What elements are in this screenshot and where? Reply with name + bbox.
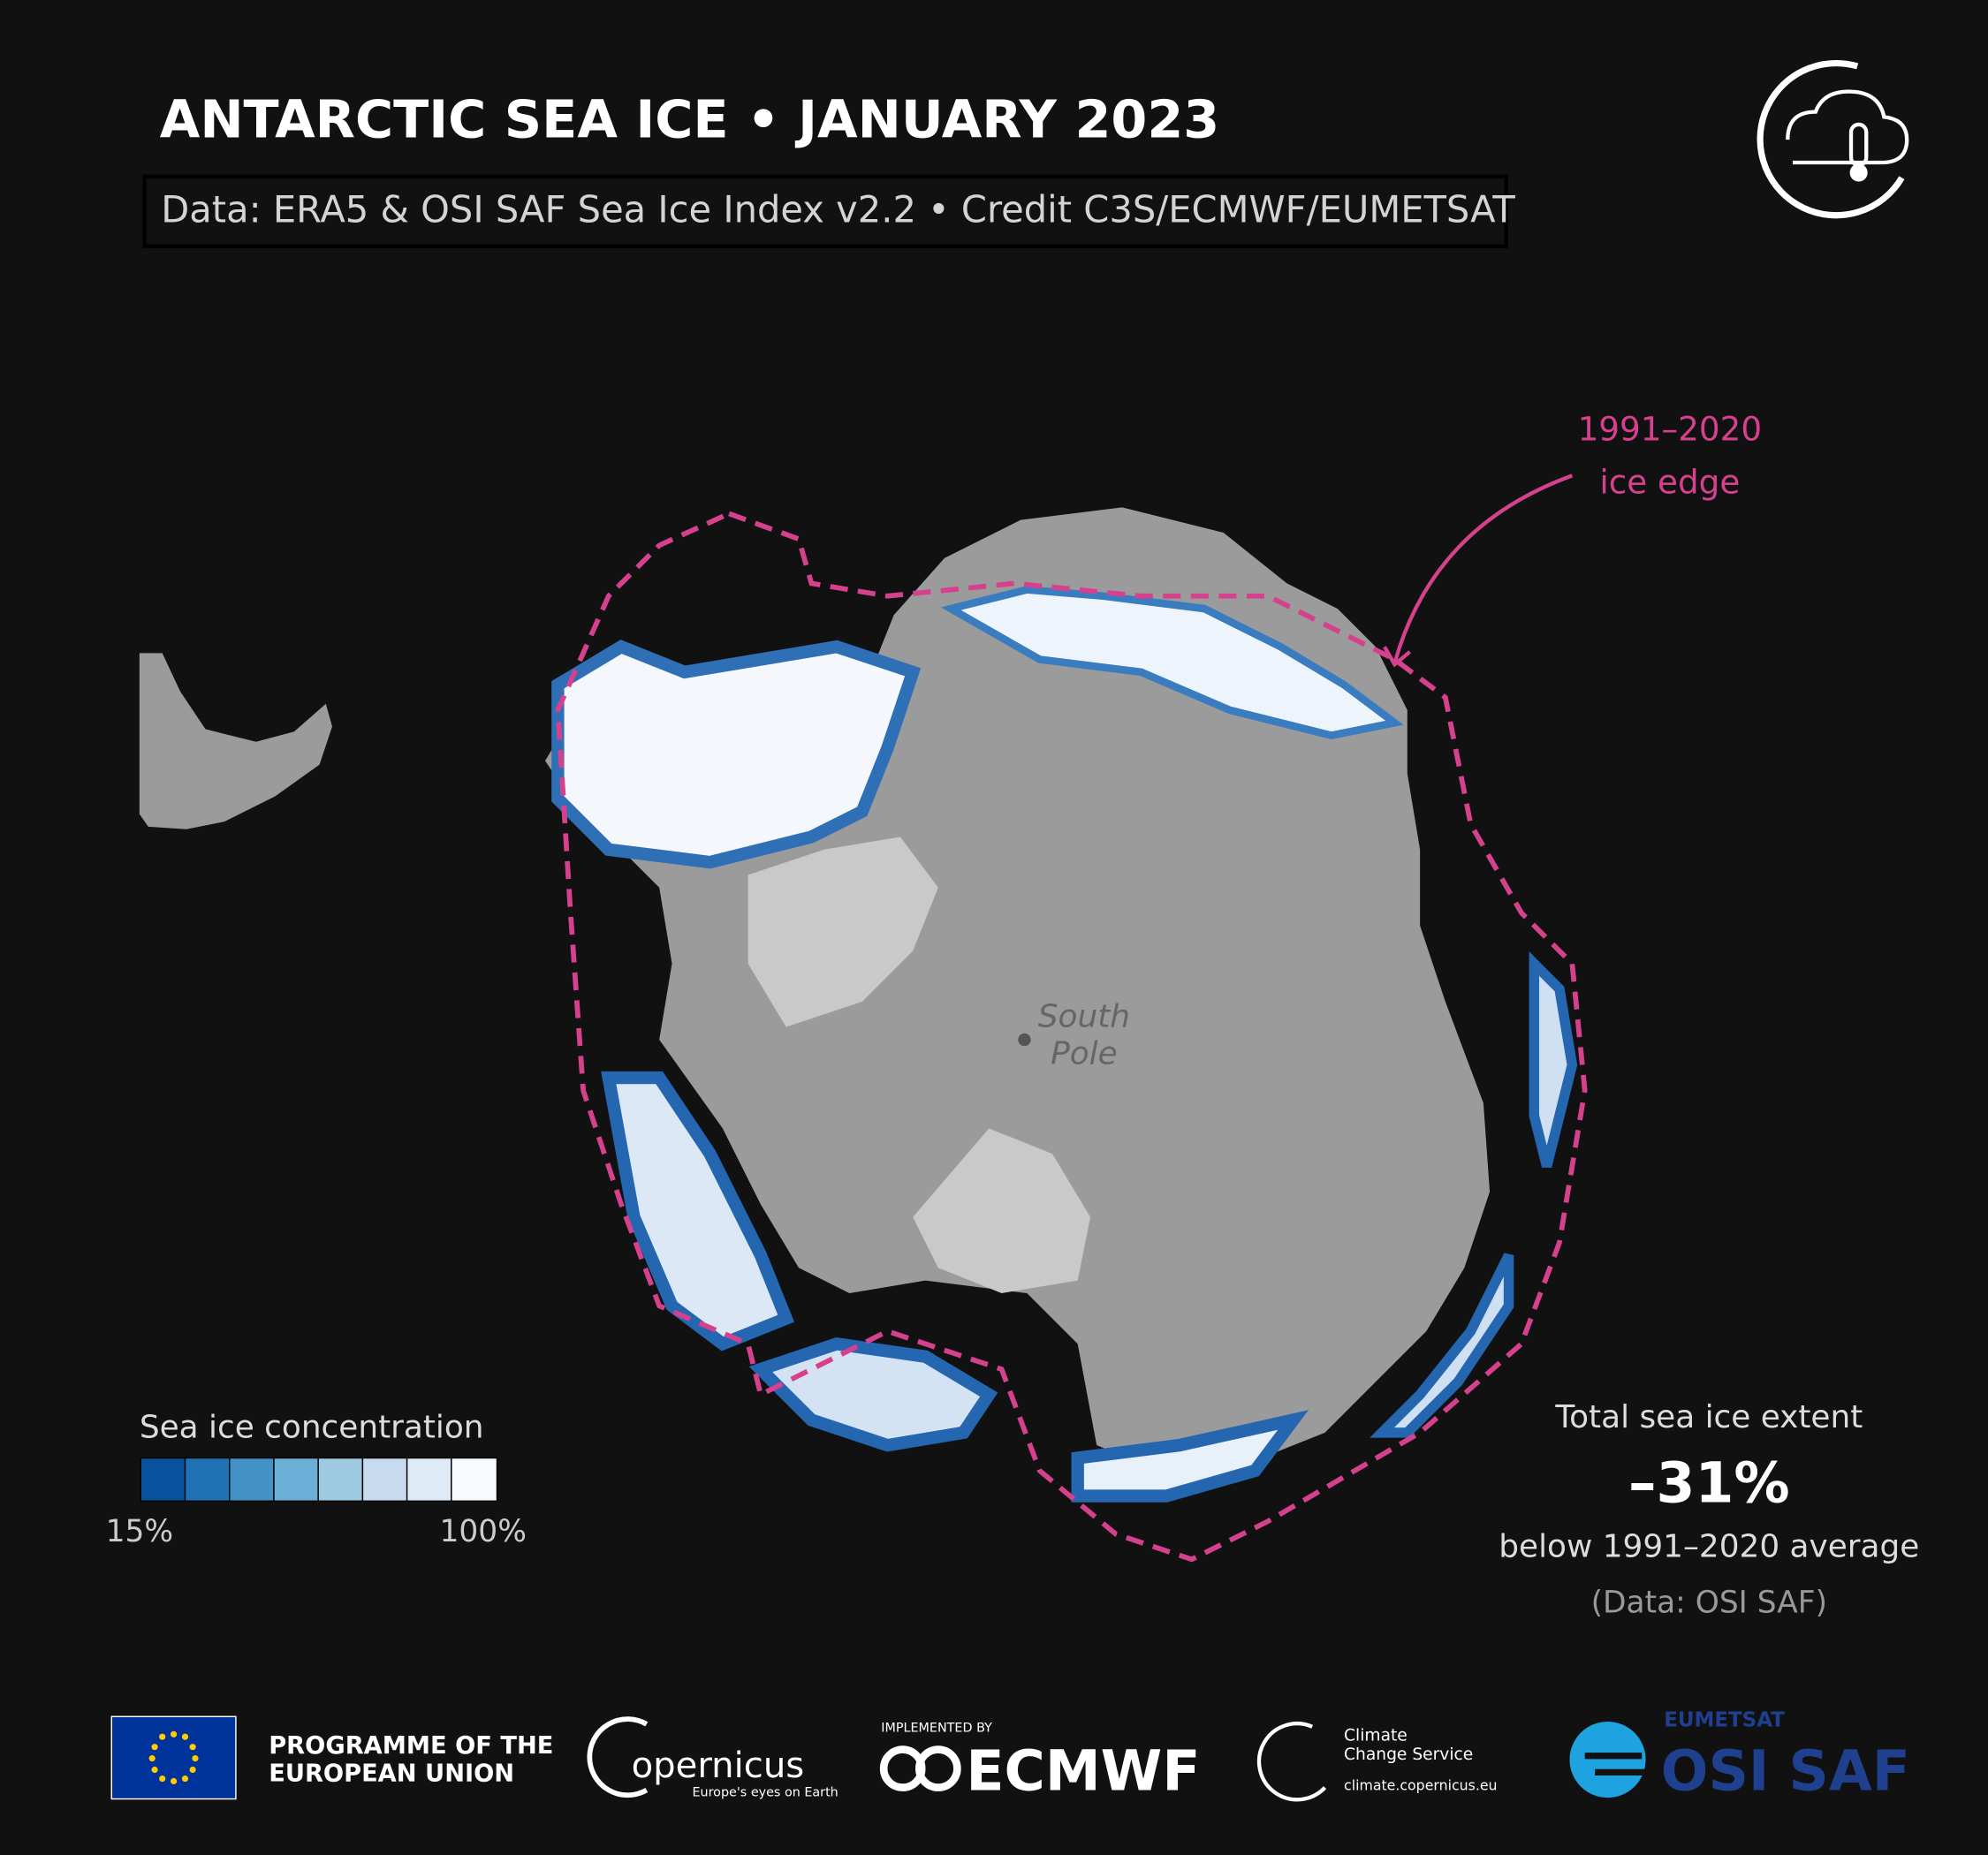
ecmwf-text: ECMWF bbox=[966, 1738, 1200, 1803]
ecmwf-logo bbox=[915, 1745, 961, 1791]
annotation: 1991–2020 bbox=[1578, 409, 1762, 448]
legend-low: 15% bbox=[106, 1514, 174, 1549]
pole-label: Pole bbox=[1051, 1035, 1118, 1071]
annotation: ice edge bbox=[1599, 463, 1740, 502]
c3s-logo bbox=[1256, 1722, 1327, 1802]
c3s-text: Change Service bbox=[1344, 1745, 1473, 1764]
legend-title: Sea ice concentration bbox=[140, 1410, 484, 1446]
ice-shelves bbox=[747, 837, 1091, 1293]
ecmwf-implemented: IMPLEMENTED BY bbox=[881, 1721, 992, 1735]
stats-source: (Data: OSI SAF) bbox=[1591, 1586, 1827, 1621]
stats-value: –31% bbox=[1628, 1450, 1790, 1516]
c3s-text: Climate bbox=[1344, 1727, 1408, 1745]
pole-marker bbox=[1018, 1033, 1031, 1047]
eumetsat-text: EUMETSAT bbox=[1664, 1709, 1785, 1732]
sea-ice-amundsen bbox=[748, 1337, 998, 1452]
eu-flag bbox=[110, 1715, 237, 1800]
map bbox=[139, 473, 1588, 1563]
legend-high: 100% bbox=[440, 1514, 527, 1549]
subtitle: Data: ERA5 & OSI SAF Sea Ice Index v2.2 … bbox=[161, 187, 1515, 231]
copernicus-tagline: Europe's eyes on Earth bbox=[692, 1786, 838, 1800]
subtitle-box bbox=[142, 174, 1508, 248]
sea-ice-ross bbox=[1071, 1410, 1309, 1503]
sea-ice-east-coast bbox=[1370, 951, 1578, 1438]
osisaf-logo-lines bbox=[1584, 1753, 1646, 1776]
annotation-arrow bbox=[1392, 473, 1574, 664]
stats-caption: below 1991–2020 average bbox=[1499, 1528, 1919, 1564]
weddell-sea-ice bbox=[551, 640, 922, 869]
osisaf-text: OSI SAF bbox=[1661, 1738, 1910, 1803]
colorbar bbox=[140, 1457, 498, 1503]
c3s-icon bbox=[1757, 59, 1909, 219]
copernicus-text: opernicus bbox=[632, 1745, 805, 1786]
sea-ice-west bbox=[601, 1071, 794, 1352]
south-america bbox=[139, 653, 332, 829]
stats-label: Total sea ice extent bbox=[1554, 1399, 1863, 1435]
title: ANTARCTIC SEA ICE • JANUARY 2023 bbox=[160, 88, 1219, 149]
copernicus-logo bbox=[587, 1716, 649, 1798]
eu-text: EUROPEAN UNION bbox=[269, 1760, 514, 1787]
osisaf-logo bbox=[1569, 1721, 1646, 1798]
sea-ice-east bbox=[940, 586, 1404, 740]
eu-text: PROGRAMME OF THE bbox=[269, 1732, 553, 1760]
c3s-url: climate.copernicus.eu bbox=[1344, 1776, 1498, 1793]
arrow-head bbox=[1383, 646, 1412, 668]
pole-label: South bbox=[1038, 999, 1130, 1035]
